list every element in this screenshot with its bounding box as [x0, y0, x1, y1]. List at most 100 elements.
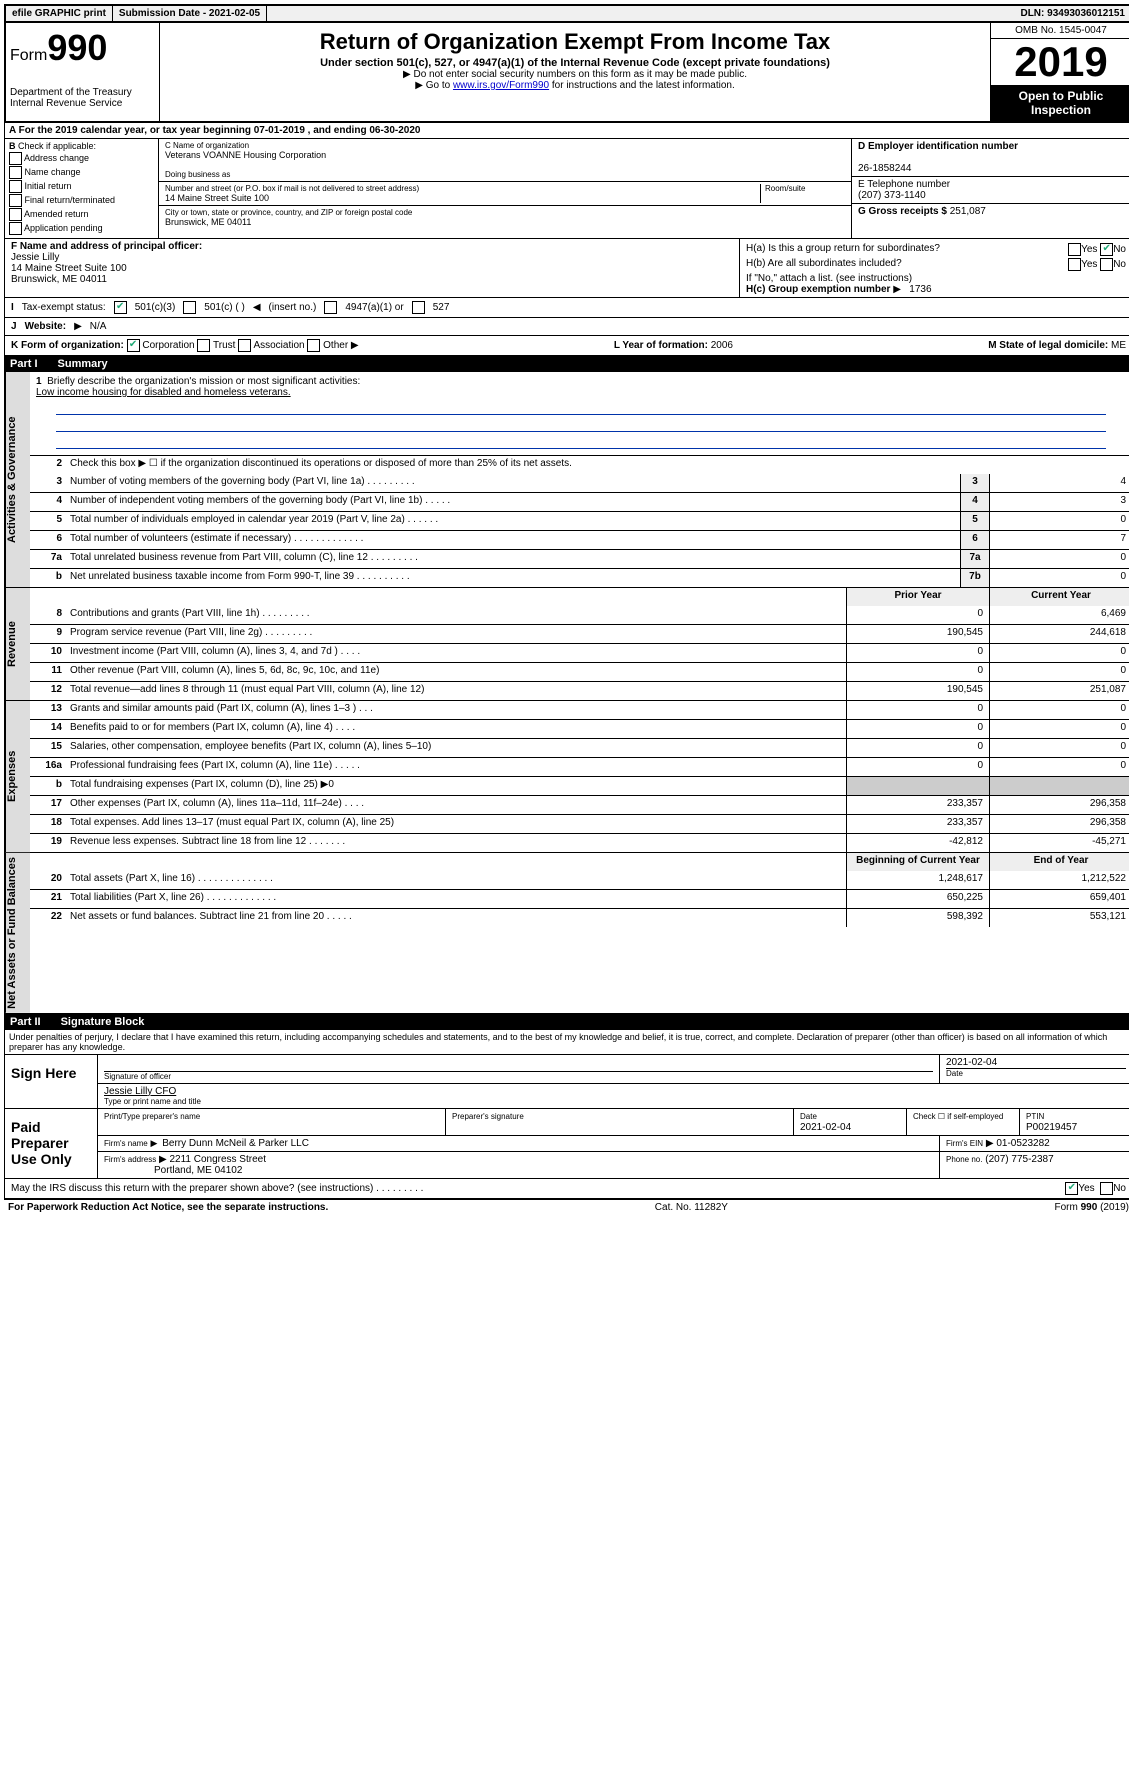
- org-name: Veterans VOANNE Housing Corporation: [165, 150, 845, 160]
- chk-assoc[interactable]: [238, 339, 251, 352]
- chk-initial-return[interactable]: Initial return: [9, 180, 154, 193]
- paid-preparer-label: Paid Preparer Use Only: [5, 1109, 98, 1178]
- prep-name: Print/Type preparer's name: [98, 1109, 446, 1135]
- line-21: 21Total liabilities (Part X, line 26) . …: [30, 889, 1129, 908]
- tax-year: 2019: [991, 39, 1129, 85]
- col-de: D Employer identification number 26-1858…: [852, 139, 1129, 238]
- pra-notice: For Paperwork Reduction Act Notice, see …: [8, 1202, 328, 1213]
- line-6: 6Total number of volunteers (estimate if…: [30, 530, 1129, 549]
- part-ii-header: Part II Signature Block: [4, 1014, 1129, 1030]
- note-link: ▶ Go to www.irs.gov/Form990 for instruct…: [164, 80, 986, 91]
- line-b: bNet unrelated business taxable income f…: [30, 568, 1129, 587]
- group-exemption: 1736: [909, 284, 931, 295]
- chk-name-change[interactable]: Name change: [9, 166, 154, 179]
- c-name-label: C Name of organization: [165, 141, 845, 150]
- line-15: 15Salaries, other compensation, employee…: [30, 738, 1129, 757]
- line-11: 11Other revenue (Part VIII, column (A), …: [30, 662, 1129, 681]
- line-20: 20Total assets (Part X, line 16) . . . .…: [30, 871, 1129, 889]
- discuss-yes[interactable]: [1065, 1182, 1078, 1195]
- line-12: 12Total revenue—add lines 8 through 11 (…: [30, 681, 1129, 700]
- header-left: Form990 Department of the Treasury Inter…: [6, 23, 160, 121]
- line-5: 5Total number of individuals employed in…: [30, 511, 1129, 530]
- header-prior-current: Prior Year Current Year: [30, 588, 1129, 606]
- part-i-body: Activities & Governance 1 Briefly descri…: [4, 372, 1129, 1014]
- line-18: 18Total expenses. Add lines 13–17 (must …: [30, 814, 1129, 833]
- line-10: 10Investment income (Part VIII, column (…: [30, 643, 1129, 662]
- chk-final-return[interactable]: Final return/terminated: [9, 194, 154, 207]
- row-j: J Website: ▶ N/A: [4, 318, 1129, 336]
- line-7a: 7aTotal unrelated business revenue from …: [30, 549, 1129, 568]
- submission-date: Submission Date - 2021-02-05: [113, 6, 267, 21]
- box-h: H(a) Is this a group return for subordin…: [740, 239, 1129, 297]
- addr-label: Number and street (or P.O. box if mail i…: [165, 184, 760, 193]
- box-b: B Check if applicable: Address change Na…: [5, 139, 159, 238]
- line-19: 19Revenue less expenses. Subtract line 1…: [30, 833, 1129, 852]
- chk-4947[interactable]: [324, 301, 337, 314]
- officer-name: Jessie Lilly: [11, 252, 59, 263]
- vtab-revenue: Revenue: [5, 588, 30, 700]
- dba-label: Doing business as: [165, 170, 845, 179]
- form-number: Form990: [10, 27, 155, 69]
- room-label: Room/suite: [765, 184, 845, 193]
- line-14: 14Benefits paid to or for members (Part …: [30, 719, 1129, 738]
- dept-label: Department of the Treasury: [10, 87, 155, 98]
- vtab-governance: Activities & Governance: [5, 372, 30, 587]
- dln: DLN: 93493036012151: [1014, 6, 1129, 21]
- form-header: Form990 Department of the Treasury Inter…: [4, 23, 1129, 123]
- chk-other[interactable]: [307, 339, 320, 352]
- chk-527[interactable]: [412, 301, 425, 314]
- row-i: I Tax-exempt status: 501(c)(3) 501(c) ( …: [4, 298, 1129, 318]
- part-i-header: Part I Summary: [4, 356, 1129, 372]
- sign-here-label: Sign Here: [5, 1055, 98, 1108]
- irs-link[interactable]: www.irs.gov/Form990: [453, 80, 549, 91]
- irs-label: Internal Revenue Service: [10, 98, 155, 109]
- phone-value: (207) 373-1140: [858, 190, 926, 201]
- sig-name: Jessie Lilly CFO Type or print name and …: [98, 1084, 1129, 1108]
- footer: For Paperwork Reduction Act Notice, see …: [4, 1199, 1129, 1215]
- line-22: 22Net assets or fund balances. Subtract …: [30, 908, 1129, 927]
- ein-value: 26-1858244: [858, 163, 911, 174]
- row-fh: F Name and address of principal officer:…: [4, 239, 1129, 298]
- efile-label: efile GRAPHIC print: [6, 6, 113, 21]
- chk-address-change[interactable]: Address change: [9, 152, 154, 165]
- prep-date: Date2021-02-04: [794, 1109, 907, 1135]
- g-label: G Gross receipts $: [858, 206, 947, 217]
- prep-selfemp[interactable]: Check ☐ if self-employed: [907, 1109, 1020, 1135]
- line-9: 9Program service revenue (Part VIII, lin…: [30, 624, 1129, 643]
- sign-here-block: Sign Here Signature of officer 2021-02-0…: [4, 1055, 1129, 1109]
- city-label: City or town, state or province, country…: [165, 208, 845, 217]
- vtab-netassets: Net Assets or Fund Balances: [5, 853, 30, 1013]
- mission-text: Low income housing for disabled and home…: [36, 387, 291, 398]
- addr-value: 14 Maine Street Suite 100: [165, 193, 760, 203]
- line-3: 3Number of voting members of the governi…: [30, 474, 1129, 492]
- firm-addr: Firm's address ▶ 2211 Congress Street Po…: [98, 1152, 940, 1178]
- year-formation: 2006: [711, 340, 733, 351]
- line-17: 17Other expenses (Part IX, column (A), l…: [30, 795, 1129, 814]
- city-value: Brunswick, ME 04011: [165, 217, 845, 227]
- header-right: OMB No. 1545-0047 2019 Open to Public In…: [990, 23, 1129, 121]
- sig-officer[interactable]: Signature of officer: [98, 1055, 940, 1083]
- chk-501c[interactable]: [183, 301, 196, 314]
- chk-501c3[interactable]: [114, 301, 127, 314]
- chk-app-pending[interactable]: Application pending: [9, 222, 154, 235]
- cat-no: Cat. No. 11282Y: [655, 1202, 728, 1213]
- chk-corp[interactable]: [127, 339, 140, 352]
- officer-addr2: Brunswick, ME 04011: [11, 274, 107, 285]
- spacer: [267, 12, 1014, 16]
- paid-preparer-block: Paid Preparer Use Only Print/Type prepar…: [4, 1109, 1129, 1179]
- e-label: E Telephone number: [858, 179, 950, 190]
- chk-amended[interactable]: Amended return: [9, 208, 154, 221]
- d-label: D Employer identification number: [858, 141, 1018, 152]
- form-subtitle: Under section 501(c), 527, or 4947(a)(1)…: [164, 57, 986, 69]
- discuss-row: May the IRS discuss this return with the…: [4, 1179, 1129, 1199]
- line-2: 2 Check this box ▶ ☐ if the organization…: [30, 455, 1129, 474]
- box-c: C Name of organization Veterans VOANNE H…: [159, 139, 852, 238]
- line-13: 13Grants and similar amounts paid (Part …: [30, 701, 1129, 719]
- firm-name: Firm's name Berry Dunn McNeil & Parker L…: [98, 1136, 940, 1151]
- header-mid: Return of Organization Exempt From Incom…: [160, 23, 990, 121]
- declaration: Under penalties of perjury, I declare th…: [4, 1030, 1129, 1055]
- discuss-no[interactable]: [1100, 1182, 1113, 1195]
- chk-trust[interactable]: [197, 339, 210, 352]
- line-4: 4Number of independent voting members of…: [30, 492, 1129, 511]
- row-a-period: A For the 2019 calendar year, or tax yea…: [4, 123, 1129, 139]
